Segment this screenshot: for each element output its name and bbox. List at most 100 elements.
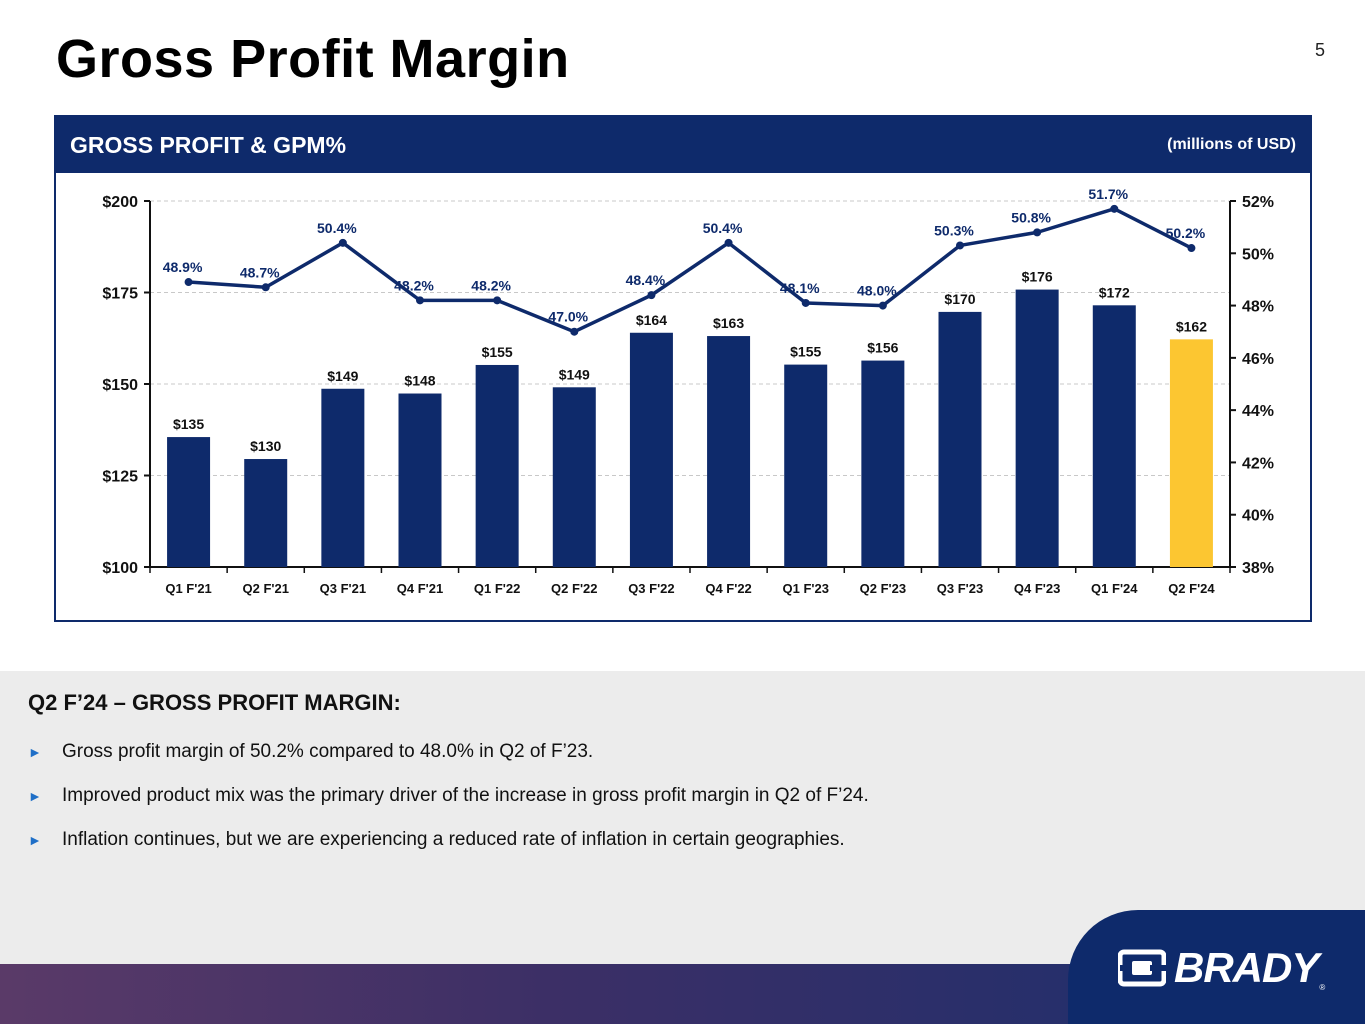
bullet-text: Gross profit margin of 50.2% compared to… bbox=[62, 741, 594, 762]
arrow-bullet-icon: ► bbox=[28, 788, 42, 804]
bar bbox=[1015, 289, 1059, 567]
bar-data-label: $149 bbox=[559, 366, 590, 382]
page-number: 5 bbox=[1314, 40, 1325, 60]
x-axis-tick-label: Q2 F'22 bbox=[551, 581, 597, 596]
x-axis-tick-label: Q4 F'22 bbox=[705, 581, 751, 596]
gpm-data-label: 48.2% bbox=[471, 277, 511, 293]
summary-bullets: ► Gross profit margin of 50.2% compared … bbox=[28, 740, 869, 872]
gpm-data-label: 50.4% bbox=[703, 220, 743, 236]
gpm-point bbox=[801, 298, 810, 307]
gpm-point bbox=[416, 296, 424, 305]
bar bbox=[629, 332, 673, 567]
left-axis-tick-label: $175 bbox=[102, 286, 138, 303]
x-axis-tick-label: Q1 F'23 bbox=[782, 581, 828, 596]
bar-data-label: $155 bbox=[482, 344, 513, 360]
bar-data-label: $135 bbox=[173, 416, 204, 432]
gpm-data-label: 50.4% bbox=[317, 220, 357, 236]
gpm-point bbox=[570, 327, 579, 336]
gpm-data-label: 48.7% bbox=[240, 264, 280, 280]
right-axis-tick-label: 38% bbox=[1242, 560, 1274, 577]
left-axis-tick-label: $150 bbox=[102, 377, 138, 394]
bar bbox=[244, 459, 288, 567]
right-axis-tick-label: 50% bbox=[1242, 246, 1274, 263]
x-axis-tick-label: Q3 F'22 bbox=[628, 581, 674, 596]
x-axis-tick-label: Q1 F'21 bbox=[165, 581, 211, 596]
chart-header: GROSS PROFIT & GPM% (millions of USD) bbox=[56, 117, 1310, 173]
bar bbox=[321, 388, 365, 567]
gpm-point bbox=[1187, 244, 1196, 253]
gpm-point bbox=[878, 301, 887, 310]
bar-data-label: $170 bbox=[944, 291, 975, 307]
registered-mark: ® bbox=[1319, 983, 1326, 992]
bullet-text: Improved product mix was the primary dri… bbox=[62, 785, 869, 806]
bar bbox=[1092, 305, 1136, 567]
list-item: ► Improved product mix was the primary d… bbox=[28, 784, 869, 808]
bullet-text: Inflation continues, but we are experien… bbox=[62, 829, 845, 850]
x-axis-tick-label: Q4 F'23 bbox=[1014, 581, 1060, 596]
gpm-point bbox=[493, 296, 502, 305]
left-axis-tick-label: $100 bbox=[102, 560, 138, 577]
bar-data-label: $130 bbox=[250, 438, 281, 454]
brady-logo-mark-icon bbox=[1118, 949, 1166, 987]
bar bbox=[167, 437, 211, 567]
gpm-data-label: 48.4% bbox=[626, 272, 666, 288]
x-axis-tick-label: Q2 F'23 bbox=[860, 581, 906, 596]
right-axis-tick-label: 48% bbox=[1242, 299, 1274, 316]
gpm-point bbox=[261, 283, 270, 292]
right-axis-tick-label: 44% bbox=[1242, 403, 1274, 420]
gpm-point bbox=[724, 238, 733, 247]
bar bbox=[398, 393, 442, 567]
page-title: Gross Profit Margin bbox=[56, 29, 570, 89]
gpm-point bbox=[338, 238, 347, 247]
left-axis-tick-label: $200 bbox=[102, 194, 138, 211]
bar-data-label: $149 bbox=[327, 368, 358, 384]
gpm-point bbox=[956, 241, 964, 250]
gpm-data-label: 50.3% bbox=[934, 222, 974, 238]
gpm-line bbox=[188, 207, 1193, 334]
gpm-point bbox=[1033, 228, 1042, 237]
gpm-data-label: 48.1% bbox=[780, 280, 820, 296]
bar-data-label: $155 bbox=[790, 344, 821, 360]
bar-data-label: $172 bbox=[1099, 284, 1130, 300]
gross-profit-chart: $100 $125 $150 $175 $200 38% 40% 42% 44% 46% 48% 50… bbox=[102, 186, 1274, 596]
x-axis-tick-label: Q1 F'24 bbox=[1091, 581, 1138, 596]
bar-data-label: $156 bbox=[867, 340, 898, 356]
gpm-data-label: 48.0% bbox=[857, 283, 897, 299]
x-axis-tick-label: Q2 F'21 bbox=[242, 581, 288, 596]
x-axis-tick-label: Q3 F'23 bbox=[937, 581, 983, 596]
chart-units: (millions of USD) bbox=[1167, 136, 1296, 153]
brady-logo-text: BRADY bbox=[1174, 944, 1319, 991]
x-axis-tick-label: Q3 F'21 bbox=[320, 581, 366, 596]
right-axis-tick-label: 42% bbox=[1242, 455, 1274, 472]
gpm-data-label: 48.9% bbox=[163, 259, 203, 275]
x-axis-tick-label: Q2 F'24 bbox=[1168, 581, 1215, 596]
gpm-point bbox=[647, 291, 656, 300]
bar-data-label: $163 bbox=[713, 315, 744, 331]
gpm-data-label: 51.7% bbox=[1088, 186, 1128, 202]
list-item: ► Inflation continues, but we are experi… bbox=[28, 828, 869, 852]
arrow-bullet-icon: ► bbox=[28, 744, 42, 760]
bar bbox=[784, 364, 828, 567]
left-axis-tick-label: $125 bbox=[102, 469, 138, 486]
list-item: ► Gross profit margin of 50.2% compared … bbox=[28, 740, 869, 764]
chart-panel: GROSS PROFIT & GPM% (millions of USD) $1… bbox=[54, 115, 1312, 622]
chart-title: GROSS PROFIT & GPM% bbox=[70, 131, 347, 158]
gpm-data-label: 48.2% bbox=[394, 277, 434, 293]
brady-logo: BRADY ® bbox=[1118, 944, 1325, 992]
bar-data-label: $162 bbox=[1176, 318, 1207, 334]
x-axis-tick-label: Q4 F'21 bbox=[397, 581, 443, 596]
gpm-point bbox=[1110, 204, 1119, 213]
x-axis-tick-label: Q1 F'22 bbox=[474, 581, 520, 596]
gpm-point bbox=[184, 278, 193, 287]
right-axis-tick-label: 40% bbox=[1242, 508, 1274, 525]
right-axis-tick-label: 52% bbox=[1242, 194, 1274, 211]
right-axis-tick-label: 46% bbox=[1242, 351, 1274, 368]
bar bbox=[552, 387, 596, 567]
bar-data-label: $148 bbox=[404, 373, 435, 389]
bar bbox=[707, 336, 751, 567]
bar-data-label: $164 bbox=[636, 312, 667, 328]
gpm-data-label: 50.2% bbox=[1166, 225, 1206, 241]
arrow-bullet-icon: ► bbox=[28, 832, 42, 848]
bar-data-label: $176 bbox=[1022, 269, 1053, 285]
summary-heading: Q2 F’24 – GROSS PROFIT MARGIN: bbox=[28, 690, 401, 715]
